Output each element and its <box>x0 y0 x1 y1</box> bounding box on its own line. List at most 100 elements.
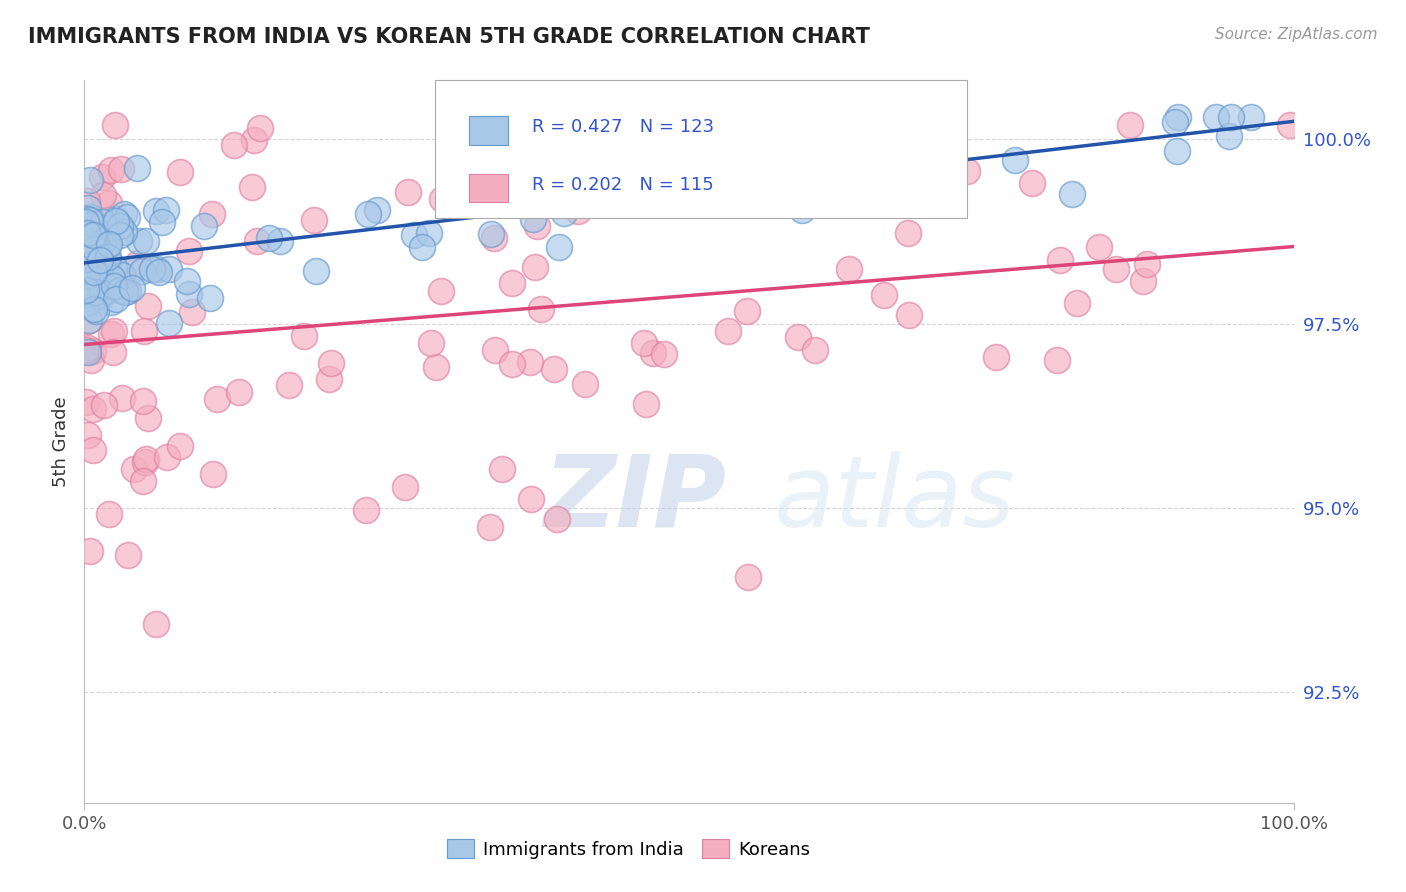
Point <box>83 263 105 277</box>
Point <box>110 162 132 177</box>
Point <box>75 233 97 247</box>
Point <box>80 235 103 250</box>
Point <box>1066 296 1088 310</box>
Point <box>1004 153 1026 167</box>
Point <box>482 230 505 244</box>
Point <box>100 326 122 341</box>
Point <box>356 503 378 517</box>
Point <box>77 428 100 442</box>
Point <box>538 154 561 169</box>
Point <box>76 226 98 240</box>
Point <box>366 202 388 217</box>
Point <box>176 274 198 288</box>
Point <box>394 480 416 494</box>
Point <box>1046 352 1069 367</box>
Point <box>104 292 127 306</box>
Point <box>787 330 810 344</box>
Point <box>1164 114 1187 128</box>
Point <box>141 262 163 277</box>
Point <box>84 304 107 318</box>
Point <box>526 118 548 132</box>
Point <box>737 570 759 584</box>
Point <box>97 237 120 252</box>
Point <box>169 439 191 453</box>
Point <box>278 377 301 392</box>
Point <box>627 177 650 191</box>
Point <box>75 284 97 298</box>
Point <box>96 240 118 254</box>
FancyBboxPatch shape <box>468 174 508 202</box>
Point <box>93 235 115 249</box>
Text: ZIP: ZIP <box>544 450 727 548</box>
Point <box>103 270 125 285</box>
Point <box>1132 274 1154 288</box>
Point <box>357 207 380 221</box>
Point <box>136 299 159 313</box>
Point <box>87 226 110 240</box>
Point <box>775 183 797 197</box>
Point <box>803 343 825 357</box>
Point <box>717 324 740 338</box>
Point <box>157 261 180 276</box>
Point <box>83 301 105 316</box>
Point <box>853 142 876 156</box>
Point <box>501 357 523 371</box>
Point <box>83 226 105 240</box>
Point <box>80 217 103 231</box>
Point <box>79 173 101 187</box>
Point <box>305 264 328 278</box>
Point <box>523 260 546 274</box>
Point <box>91 215 114 229</box>
Point <box>101 271 124 285</box>
Point <box>103 279 125 293</box>
Point <box>86 293 108 308</box>
Text: atlas: atlas <box>773 450 1015 548</box>
Point <box>76 201 98 215</box>
Point <box>134 455 156 469</box>
Point <box>114 278 136 293</box>
Point <box>319 356 342 370</box>
Point <box>77 245 100 260</box>
Point <box>830 186 852 200</box>
Point <box>135 452 157 467</box>
Point <box>984 350 1007 364</box>
Point <box>84 265 107 279</box>
Point <box>84 243 107 257</box>
Point <box>169 165 191 179</box>
Point <box>411 240 433 254</box>
Point <box>77 258 100 272</box>
Point <box>82 293 104 307</box>
Point <box>131 263 153 277</box>
Point <box>103 324 125 338</box>
Point <box>104 118 127 132</box>
Point <box>1218 128 1240 143</box>
Point <box>865 174 887 188</box>
Point <box>115 210 138 224</box>
Point <box>75 215 97 229</box>
Point <box>117 285 139 299</box>
Point <box>1166 144 1188 158</box>
Point <box>242 133 264 147</box>
Point <box>318 372 340 386</box>
Point <box>112 207 135 221</box>
Point <box>80 352 103 367</box>
Point <box>122 462 145 476</box>
FancyBboxPatch shape <box>468 116 508 145</box>
Point <box>633 335 655 350</box>
Point <box>75 395 97 409</box>
Point <box>304 213 326 227</box>
Point <box>75 275 97 289</box>
Point <box>79 213 101 227</box>
Point <box>122 262 145 277</box>
Point <box>77 342 100 356</box>
Point <box>96 220 118 235</box>
Point <box>898 309 921 323</box>
Point <box>179 287 201 301</box>
Point <box>228 384 250 399</box>
Point <box>91 188 114 202</box>
Point <box>91 286 114 301</box>
Point <box>420 336 443 351</box>
Point <box>77 345 100 359</box>
Point <box>530 301 553 316</box>
Point <box>98 507 121 521</box>
